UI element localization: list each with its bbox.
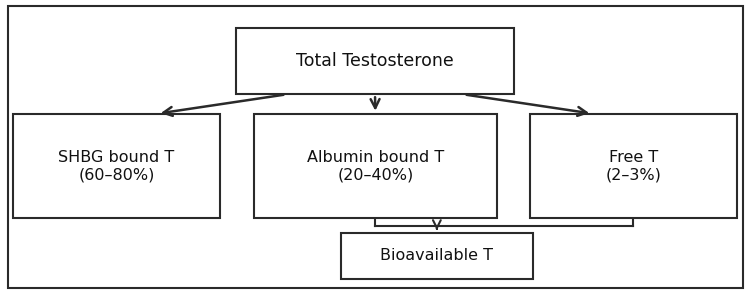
Bar (341, 233, 532, 279)
Bar (530, 114, 736, 218)
Text: Albumin bound T
(20–40%): Albumin bound T (20–40%) (307, 150, 444, 182)
Text: SHBG bound T
(60–80%): SHBG bound T (60–80%) (58, 150, 175, 182)
Bar (254, 114, 497, 218)
Bar (13, 114, 220, 218)
Text: Free T
(2–3%): Free T (2–3%) (605, 150, 662, 182)
Text: Total Testosterone: Total Testosterone (296, 52, 454, 70)
Bar (236, 28, 514, 94)
Text: Bioavailable T: Bioavailable T (380, 248, 494, 263)
